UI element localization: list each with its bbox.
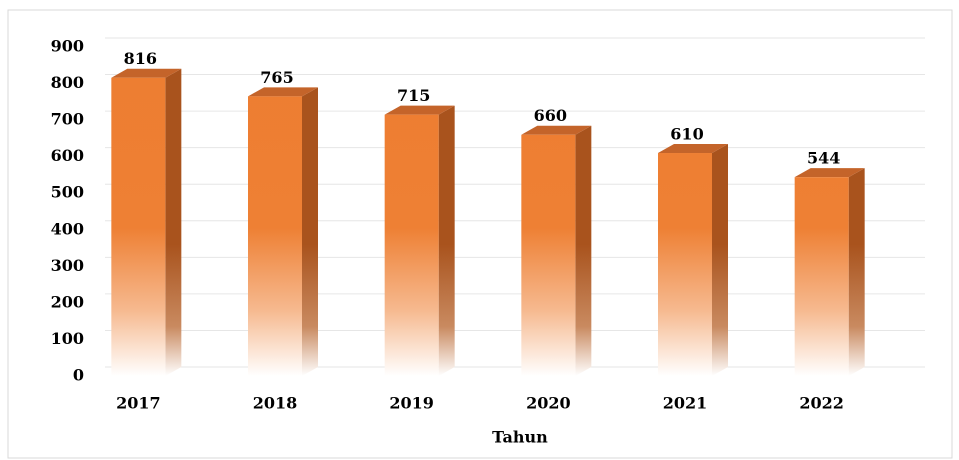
y-tick-label: 900: [51, 37, 84, 56]
bar-top: [521, 125, 592, 135]
data-label: 765: [260, 68, 293, 87]
x-tick-label: 2019: [389, 394, 434, 413]
bar: [111, 77, 166, 376]
bar-top: [384, 105, 455, 115]
x-axis-label: Tahun: [492, 428, 548, 447]
bar: [794, 177, 849, 376]
y-tick-label: 300: [51, 256, 84, 275]
y-tick-label: 600: [51, 146, 84, 165]
x-tick-label: 2018: [253, 394, 298, 413]
bar-side: [575, 125, 592, 376]
bar-side: [712, 144, 728, 376]
data-label: 715: [397, 86, 430, 105]
y-tick-label: 200: [51, 292, 84, 311]
y-tick-label: 700: [51, 110, 84, 129]
bar-top: [111, 68, 182, 78]
bar-side: [302, 87, 318, 376]
x-tick-label: 2017: [116, 394, 161, 413]
bar-top: [248, 87, 318, 97]
y-tick-label: 400: [51, 219, 84, 238]
data-label: 660: [534, 106, 567, 125]
x-tick-label: 2020: [526, 394, 571, 413]
bar: [521, 134, 576, 376]
data-label: 816: [124, 49, 157, 68]
bar-side: [848, 168, 865, 376]
y-tick-label: 500: [51, 183, 84, 202]
y-tick-label: 800: [51, 73, 84, 92]
y-tick-label: 100: [51, 329, 84, 348]
bar-side: [438, 105, 455, 376]
x-tick-label: 2021: [663, 394, 708, 413]
bar: [384, 114, 439, 376]
bar: [248, 96, 302, 376]
data-label: 544: [807, 149, 840, 168]
bar-side: [165, 68, 182, 376]
bar-top: [658, 144, 728, 154]
x-tick-label: 2022: [799, 394, 844, 413]
y-tick-label: 0: [73, 366, 84, 385]
bar-top: [794, 168, 865, 178]
data-label: 610: [670, 125, 703, 144]
bar: [658, 153, 712, 376]
